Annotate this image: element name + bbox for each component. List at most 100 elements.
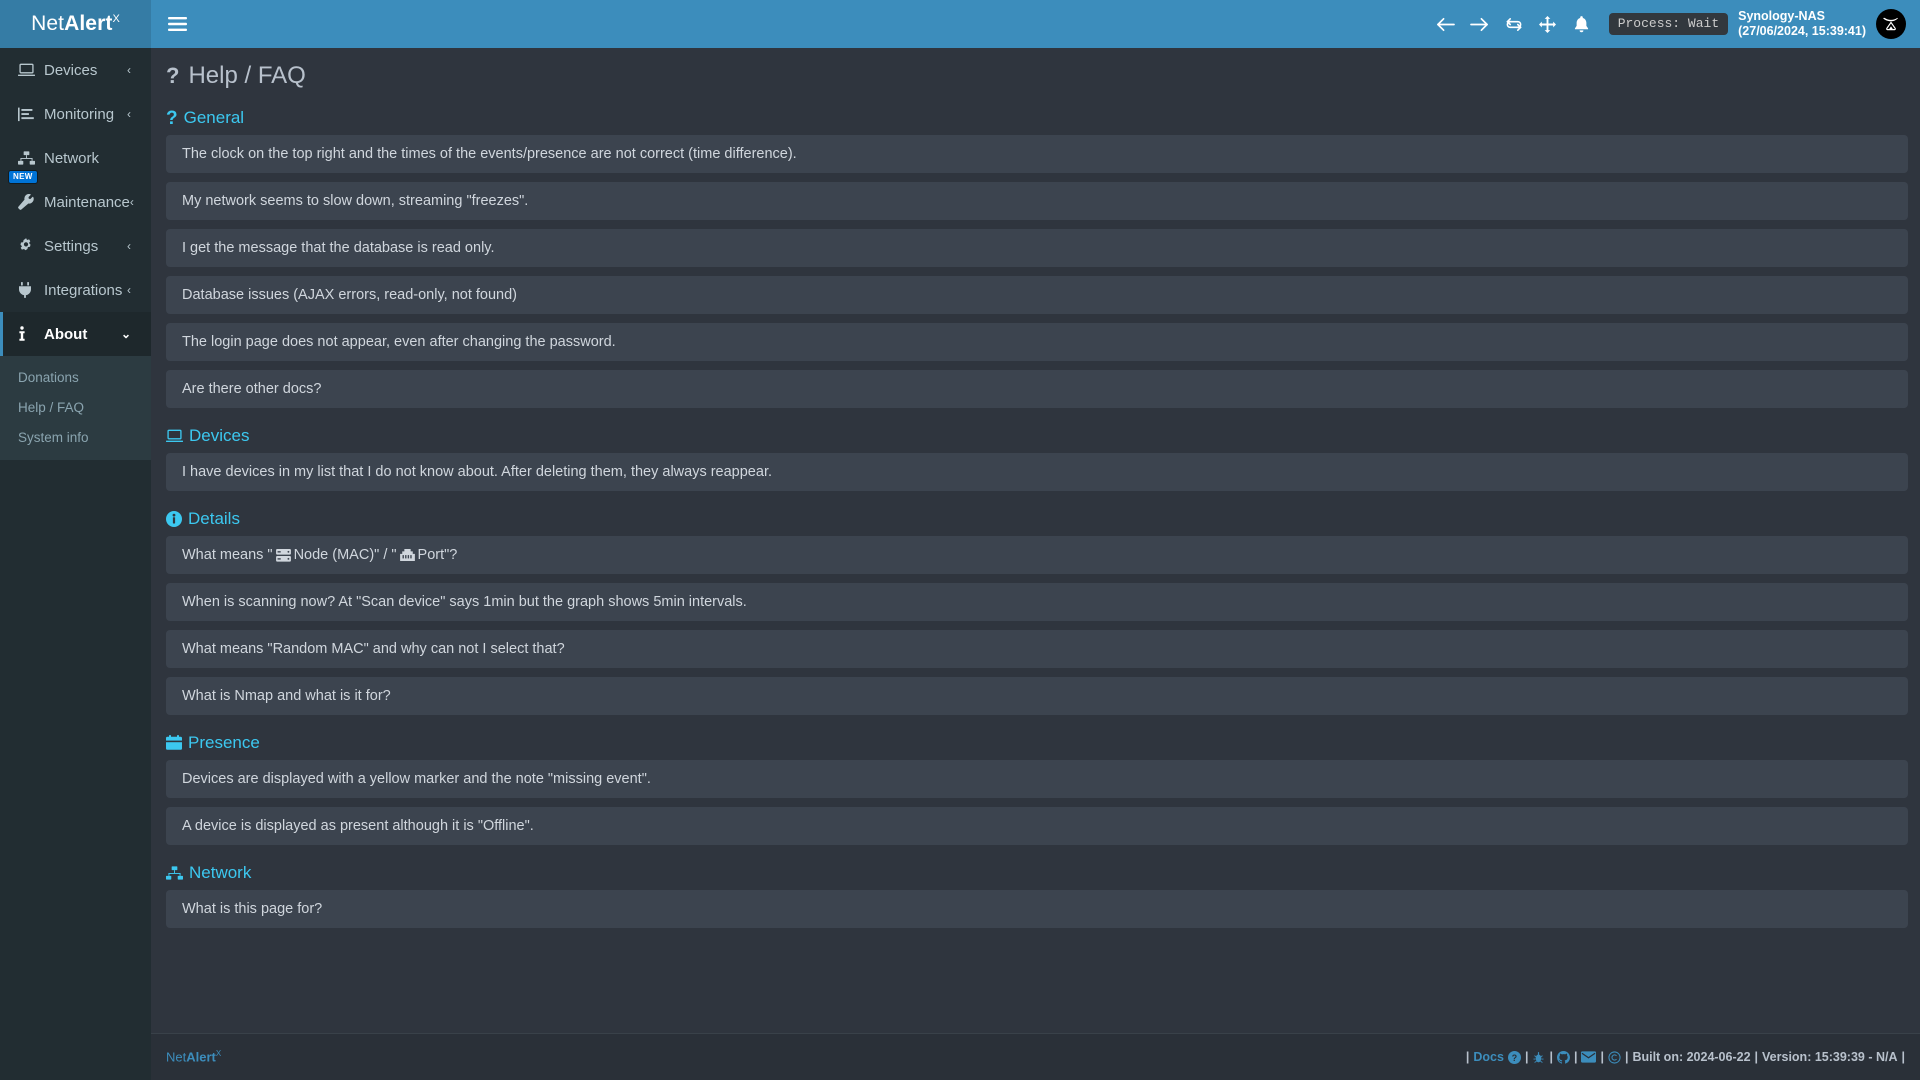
faq-row-text-part: Port"?: [417, 547, 458, 563]
faq-row[interactable]: Are there other docs?: [166, 370, 1908, 408]
section-header: Details: [166, 509, 1920, 529]
faq-row[interactable]: A device is displayed as present althoug…: [166, 807, 1908, 845]
sidebar-item-devices[interactable]: Devices ‹: [0, 48, 151, 92]
gear-icon: [18, 238, 44, 254]
sidebar-item-integrations[interactable]: Integrations ‹: [0, 268, 151, 312]
move-icon[interactable]: [1531, 0, 1565, 48]
top-header: NetAlertX Process: Wait Synology-NAS (27…: [0, 0, 1920, 48]
plug-icon: [18, 282, 44, 298]
hamburger-icon[interactable]: [151, 0, 203, 48]
footer-sep: |: [1624, 1050, 1629, 1064]
sidebar-subitem-system-info[interactable]: System info: [0, 422, 151, 452]
faq-row-text: I have devices in my list that I do not …: [182, 464, 772, 480]
faq-row[interactable]: When is scanning now? At "Scan device" s…: [166, 583, 1908, 621]
bell-icon[interactable]: [1565, 0, 1599, 48]
wrench-icon: [18, 194, 44, 210]
chevron-icon: ‹: [127, 283, 131, 297]
footer-sep: |: [1754, 1050, 1759, 1064]
section-title: Devices: [189, 426, 250, 445]
host-name: Synology-NAS: [1738, 9, 1825, 23]
process-status-badge: Process: Wait: [1608, 13, 1729, 35]
sidebar-item-network[interactable]: Network: [0, 136, 151, 180]
section-title: General: [183, 108, 245, 127]
footer-info: | Docs ? | | | | | Built on: 2024-06-22 …: [1466, 1050, 1905, 1064]
faq-section-presence: Presence Devices are displayed with a yel…: [151, 733, 1920, 845]
server-icon: [275, 548, 291, 562]
footer-sep: |: [1549, 1050, 1553, 1064]
sidebar-item-maintenance[interactable]: NEW Maintenance ‹: [0, 170, 151, 224]
faq-row[interactable]: What means "Random MAC" and why can not …: [166, 630, 1908, 668]
faq-row-text: What is this page for?: [182, 901, 323, 917]
faq-row[interactable]: My network seems to slow down, streaming…: [166, 182, 1908, 220]
bug-icon[interactable]: [1532, 1051, 1545, 1064]
page-title-text: Help / FAQ: [188, 62, 306, 89]
logo-sup: X: [112, 13, 120, 25]
footer-brand[interactable]: NetAlertX: [166, 1049, 221, 1064]
faq-row[interactable]: The login page does not appear, even aft…: [166, 323, 1908, 361]
sidebar-item-label: Maintenance: [44, 193, 130, 211]
section-title: Presence: [188, 733, 260, 752]
faq-row[interactable]: What means " Node (MAC)" / " Port"?: [166, 536, 1908, 574]
faq-section-devices: Devices I have devices in my list that I …: [151, 426, 1920, 491]
sidebar-item-label: Network: [44, 149, 100, 167]
version-text: Version: 15:39:39 - N/A: [1762, 1050, 1898, 1064]
faq-section-general: ? General The clock on the top right and t…: [151, 108, 1920, 408]
faq-row[interactable]: What is Nmap and what is it for?: [166, 677, 1908, 715]
sidebar-item-label: Monitoring: [44, 105, 115, 123]
faq-section-network: Network What is this page for?: [151, 863, 1920, 928]
faq-row-text: What means "Random MAC" and why can not …: [182, 641, 565, 657]
faq-row[interactable]: Devices are displayed with a yellow mark…: [166, 760, 1908, 798]
main-content: ? Help / FAQ ? General The clock on the to…: [151, 48, 1920, 1033]
copyright-icon[interactable]: [1608, 1050, 1621, 1064]
question-circle-icon[interactable]: ?: [1507, 1050, 1521, 1064]
faq-row-text: Are there other docs?: [182, 381, 322, 397]
sidebar-submenu-about: Donations Help / FAQ System info: [0, 356, 151, 460]
chevron-icon: ‹: [127, 63, 131, 77]
sidebar-subitem-label: Help / FAQ: [18, 399, 85, 415]
github-icon[interactable]: [1556, 1050, 1570, 1064]
sidebar-item-settings[interactable]: Settings ‹: [0, 224, 151, 268]
faq-row[interactable]: Database issues (AJAX errors, read-only,…: [166, 276, 1908, 314]
sidebar-menu: Devices ‹ Monitoring ‹ Network NEW Maintenance…: [0, 48, 151, 356]
user-avatar-icon[interactable]: [1876, 9, 1906, 39]
forward-arrow-icon[interactable]: [1463, 0, 1497, 48]
refresh-icon[interactable]: [1497, 0, 1531, 48]
chevron-icon: ‹: [127, 239, 131, 253]
faq-row-text: The login page does not appear, even aft…: [182, 334, 616, 350]
header-actions: Process: Wait Synology-NAS (27/06/2024, …: [1429, 0, 1920, 48]
sidebar-subitem-donations[interactable]: Donations: [0, 362, 151, 392]
envelope-icon[interactable]: [1581, 1051, 1597, 1063]
page-title: ? Help / FAQ: [151, 48, 1920, 90]
faq-row[interactable]: What is this page for?: [166, 890, 1908, 928]
faq-row-text: My network seems to slow down, streaming…: [182, 193, 529, 209]
chart-icon: [18, 107, 44, 122]
app-logo[interactable]: NetAlertX: [0, 0, 151, 48]
faq-row[interactable]: I get the message that the database is r…: [166, 229, 1908, 267]
chevron-icon: ‹: [127, 107, 131, 121]
calendar-icon: [166, 735, 182, 751]
chevron-icon: ⌄: [120, 327, 131, 341]
sidebar-item-label: Settings: [44, 237, 99, 255]
section-header: Presence: [166, 733, 1920, 753]
faq-row[interactable]: I have devices in my list that I do not …: [166, 453, 1908, 491]
footer-brand-sup: X: [215, 1049, 222, 1059]
sidebar-subitem-help-faq[interactable]: Help / FAQ: [0, 392, 151, 422]
faq-row-text: Database issues (AJAX errors, read-only,…: [182, 287, 518, 303]
sidebar-item-monitoring[interactable]: Monitoring ‹: [0, 92, 151, 136]
laptop-icon: [166, 429, 183, 443]
section-header: Network: [166, 863, 1920, 883]
host-time: (27/06/2024, 15:39:41): [1738, 24, 1866, 38]
section-title: Details: [188, 509, 240, 528]
back-arrow-icon[interactable]: [1429, 0, 1463, 48]
faq-row-text: When is scanning now? At "Scan device" s…: [182, 594, 747, 610]
sidebar-item-label: Integrations: [44, 281, 123, 299]
faq-row-text-part: What means ": [182, 547, 273, 563]
faq-sections: ? General The clock on the top right and t…: [151, 108, 1920, 928]
faq-row-text: Devices are displayed with a yellow mark…: [182, 771, 651, 787]
sidebar-item-about[interactable]: About ⌄: [0, 312, 151, 356]
faq-row[interactable]: The clock on the top right and the times…: [166, 135, 1908, 173]
section-title: Network: [189, 863, 252, 882]
sidebar-subitem-label: Donations: [18, 369, 79, 385]
sidebar-subitem-label: System info: [18, 429, 89, 445]
docs-link[interactable]: Docs: [1473, 1050, 1504, 1064]
